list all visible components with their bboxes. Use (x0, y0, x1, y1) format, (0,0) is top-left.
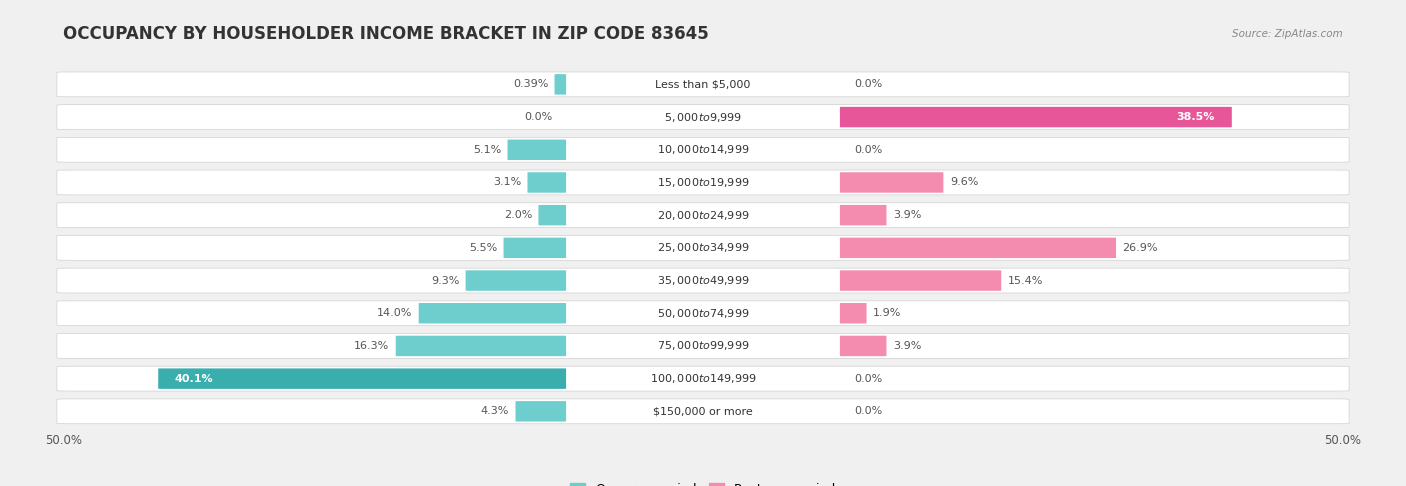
Text: 0.0%: 0.0% (853, 374, 882, 383)
Text: $10,000 to $14,999: $10,000 to $14,999 (657, 143, 749, 156)
FancyBboxPatch shape (554, 74, 567, 95)
Text: 40.1%: 40.1% (174, 374, 214, 383)
FancyBboxPatch shape (56, 203, 1350, 227)
Text: 0.0%: 0.0% (853, 79, 882, 89)
FancyBboxPatch shape (839, 205, 887, 226)
Text: $20,000 to $24,999: $20,000 to $24,999 (657, 208, 749, 222)
Text: $25,000 to $34,999: $25,000 to $34,999 (657, 242, 749, 254)
Text: $35,000 to $49,999: $35,000 to $49,999 (657, 274, 749, 287)
FancyBboxPatch shape (516, 401, 567, 421)
Text: $150,000 or more: $150,000 or more (654, 406, 752, 417)
Text: 0.39%: 0.39% (513, 79, 548, 89)
FancyBboxPatch shape (419, 303, 567, 324)
FancyBboxPatch shape (839, 238, 1116, 258)
FancyBboxPatch shape (508, 139, 567, 160)
Text: $50,000 to $74,999: $50,000 to $74,999 (657, 307, 749, 320)
FancyBboxPatch shape (56, 235, 1350, 260)
Text: $100,000 to $149,999: $100,000 to $149,999 (650, 372, 756, 385)
Text: 1.9%: 1.9% (873, 308, 901, 318)
FancyBboxPatch shape (56, 268, 1350, 293)
FancyBboxPatch shape (503, 238, 567, 258)
FancyBboxPatch shape (56, 333, 1350, 358)
Text: 9.3%: 9.3% (430, 276, 460, 286)
Text: OCCUPANCY BY HOUSEHOLDER INCOME BRACKET IN ZIP CODE 83645: OCCUPANCY BY HOUSEHOLDER INCOME BRACKET … (63, 25, 709, 43)
FancyBboxPatch shape (839, 172, 943, 193)
Text: 26.9%: 26.9% (1122, 243, 1159, 253)
FancyBboxPatch shape (56, 366, 1350, 391)
Text: 15.4%: 15.4% (1008, 276, 1043, 286)
FancyBboxPatch shape (538, 205, 567, 226)
Text: $15,000 to $19,999: $15,000 to $19,999 (657, 176, 749, 189)
FancyBboxPatch shape (527, 172, 567, 193)
Text: 2.0%: 2.0% (503, 210, 531, 220)
Text: 4.3%: 4.3% (481, 406, 509, 417)
Text: 9.6%: 9.6% (950, 177, 979, 188)
FancyBboxPatch shape (56, 72, 1350, 97)
FancyBboxPatch shape (839, 270, 1001, 291)
Legend: Owner-occupied, Renter-occupied: Owner-occupied, Renter-occupied (565, 478, 841, 486)
FancyBboxPatch shape (839, 303, 866, 324)
Text: 0.0%: 0.0% (524, 112, 553, 122)
Text: $75,000 to $99,999: $75,000 to $99,999 (657, 339, 749, 352)
FancyBboxPatch shape (56, 138, 1350, 162)
Text: 14.0%: 14.0% (377, 308, 412, 318)
Text: 5.1%: 5.1% (472, 145, 501, 155)
Text: 50.0%: 50.0% (1324, 434, 1361, 447)
FancyBboxPatch shape (56, 170, 1350, 195)
Text: 38.5%: 38.5% (1177, 112, 1215, 122)
FancyBboxPatch shape (395, 336, 567, 356)
Text: 3.9%: 3.9% (893, 341, 921, 351)
FancyBboxPatch shape (56, 301, 1350, 326)
FancyBboxPatch shape (839, 107, 1232, 127)
FancyBboxPatch shape (465, 270, 567, 291)
Text: 3.1%: 3.1% (494, 177, 522, 188)
Text: 5.5%: 5.5% (468, 243, 498, 253)
Text: 16.3%: 16.3% (354, 341, 389, 351)
FancyBboxPatch shape (56, 399, 1350, 424)
Text: 0.0%: 0.0% (853, 406, 882, 417)
Text: 0.0%: 0.0% (853, 145, 882, 155)
Text: Source: ZipAtlas.com: Source: ZipAtlas.com (1232, 29, 1343, 39)
Text: Less than $5,000: Less than $5,000 (655, 79, 751, 89)
Text: 3.9%: 3.9% (893, 210, 921, 220)
FancyBboxPatch shape (159, 368, 567, 389)
FancyBboxPatch shape (839, 336, 887, 356)
Text: $5,000 to $9,999: $5,000 to $9,999 (664, 111, 742, 123)
Text: 50.0%: 50.0% (45, 434, 82, 447)
FancyBboxPatch shape (56, 104, 1350, 129)
